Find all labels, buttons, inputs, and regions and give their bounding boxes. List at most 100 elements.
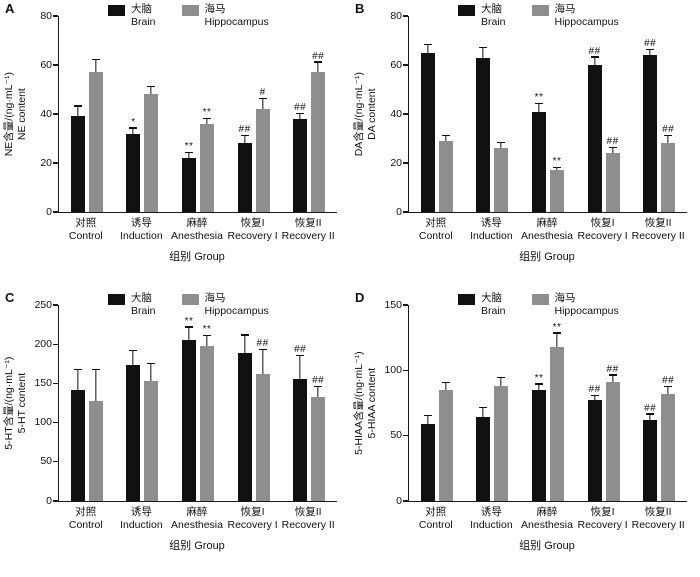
error-bar-line [445, 383, 447, 390]
bar-group: ## ## [643, 305, 676, 501]
x-tick-label: 恢复II Recovery II [616, 217, 700, 242]
error-bar-line [556, 167, 558, 171]
bar-wrap-brain-control [70, 305, 85, 501]
x-tick-label-en: Recovery II [281, 229, 335, 242]
error-bar-cap [314, 61, 323, 63]
error-bar-line [206, 336, 208, 346]
bar-wrap-brain-recovery-i: ## [237, 16, 252, 212]
error-bar-cap [203, 335, 211, 337]
bar-brain-recovery-ii [643, 420, 658, 501]
x-tick-label-cn: 恢复II [644, 506, 672, 518]
error-bar-cap [535, 383, 543, 385]
bar-hippocampus-recovery-ii [661, 393, 676, 501]
y-tick-mark [53, 162, 58, 164]
y-tick-mark [53, 500, 58, 502]
x-axis-label: 组别 Group [519, 251, 575, 263]
bar-hippocampus-recovery-ii [661, 143, 676, 212]
x-tick-label-cn: 诱导 [130, 217, 152, 229]
bar-wrap-brain-recovery-i: ## [587, 305, 602, 501]
bar-group: ## ## [293, 305, 326, 501]
bar-hippocampus-recovery-ii [311, 72, 326, 212]
legend-label: 大脑 Brain [481, 292, 506, 317]
bar-brain-recovery-ii [293, 118, 308, 212]
plot-area: ** ** ## ## ## ## [408, 305, 687, 502]
x-tick-label-cn: 麻醉 [186, 506, 208, 518]
bar-wrap-brain-control [420, 305, 435, 501]
bar-wrap-brain-anesthesia: ** [532, 305, 546, 501]
bar-hippocampus-recovery-i [605, 382, 620, 501]
error-bar-cap [497, 376, 506, 379]
panel-B: B 大脑 Brain 海马 Hippocampus DA含量/(ng·mL⁻¹) DA co… [350, 0, 700, 288]
panel-letter: A [5, 1, 15, 16]
x-axis-label: 组别 Group [169, 251, 225, 263]
bar-group [476, 16, 509, 212]
legend: 大脑 Brain 海马 Hippocampus [458, 292, 619, 317]
legend-item: 大脑 Brain [108, 3, 156, 28]
x-tick-label: 麻醉 Anesthesia [155, 217, 239, 242]
y-tick-mark [403, 64, 408, 66]
error-bar-line [593, 57, 595, 65]
significance-annotation: ## [662, 124, 675, 136]
error-bar-line [188, 327, 190, 340]
error-bar-line [649, 50, 651, 56]
bar-brain-control [420, 423, 435, 501]
bar-hippocampus-control [88, 72, 103, 212]
error-bar-cap [497, 142, 506, 144]
bar-wrap-hippocampus-control [88, 305, 103, 501]
error-bar-line [188, 153, 190, 159]
legend-label: 海马 Hippocampus [205, 3, 269, 28]
x-tick-label-en: Recovery I [577, 229, 628, 242]
panel-letter: C [5, 290, 15, 305]
x-tick-label-cn: 对照 [425, 217, 447, 229]
bar-wrap-hippocampus-induction [494, 16, 509, 212]
error-bar-line [482, 408, 484, 418]
legend-label-en: Hippocampus [204, 304, 269, 317]
legend-label-en: Brain [131, 15, 156, 28]
bar-wrap-hippocampus-induction [144, 16, 159, 212]
y-tick-mark [53, 304, 58, 306]
legend-label-cn: 大脑 [131, 292, 152, 304]
x-tick-label-en: Anesthesia [521, 518, 573, 531]
significance-annotation: ## [644, 402, 657, 414]
error-bar-cap [314, 386, 323, 388]
bar-wrap-brain-recovery-i [237, 305, 252, 501]
y-tick-mark [53, 64, 58, 66]
bar-wrap-brain-control [420, 16, 435, 212]
x-axis-label: 组别 Group [519, 540, 575, 552]
y-tick-label: 50 [390, 429, 402, 442]
x-tick-label: 麻醉 Anesthesia [505, 217, 589, 242]
bar-wrap-brain-anesthesia: ** [182, 16, 196, 212]
bar-wrap-brain-recovery-ii: ## [293, 305, 308, 501]
error-bar-line [667, 136, 669, 144]
bar-group [70, 305, 103, 501]
x-tick-label: 诱导 Induction [449, 506, 533, 531]
bar-wrap-hippocampus-recovery-ii: ## [311, 16, 326, 212]
y-tick-mark [403, 304, 408, 306]
x-tick-label-en: Recovery II [281, 518, 335, 531]
bar-wrap-hippocampus-induction [144, 305, 159, 501]
error-bar-cap [479, 46, 488, 48]
error-bar-cap [240, 134, 249, 137]
legend-swatch-hippocampus [181, 294, 199, 305]
bar-brain-control [420, 52, 435, 212]
error-bar-cap [185, 151, 193, 154]
bar-brain-induction [126, 133, 141, 212]
bar-wrap-hippocampus-recovery-ii: ## [661, 305, 676, 501]
y-tick-label: 20 [390, 156, 402, 169]
bar-wrap-hippocampus-control [438, 305, 453, 501]
error-bar-line [243, 136, 245, 144]
legend-label: 大脑 Brain [131, 292, 156, 317]
x-tick-label-en: Recovery I [577, 518, 628, 531]
error-bar-cap [646, 49, 655, 51]
error-bar-cap [296, 112, 305, 114]
legend-label: 大脑 Brain [481, 3, 506, 28]
error-bar-line [500, 143, 502, 149]
x-tick-label: 对照 Control [394, 506, 478, 531]
x-tick-label: 恢复I Recovery I [561, 217, 645, 242]
legend-label: 海马 Hippocampus [205, 292, 269, 317]
error-bar-cap [203, 117, 211, 119]
bar-hippocampus-recovery-i [255, 374, 270, 501]
bar-wrap-brain-anesthesia: ** [182, 305, 196, 501]
error-bar-line [95, 60, 97, 73]
x-tick-label-en: Induction [470, 518, 513, 531]
